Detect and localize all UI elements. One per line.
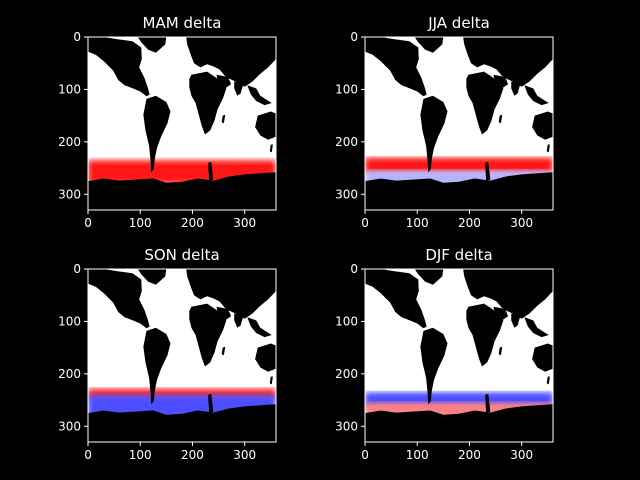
x-tick-label: 100 [406, 216, 429, 230]
y-tick-label: 300 [58, 187, 81, 201]
anomaly-band-southern-ocean-red [88, 388, 276, 401]
x-tick-label: 0 [84, 216, 92, 230]
axes: 0 100 200 300 0 100 200 300 [335, 262, 554, 462]
heatmap-area [88, 37, 276, 210]
x-tick-label: 200 [458, 216, 481, 230]
y-tick-label: 200 [335, 367, 358, 381]
panel-mam: MAM delta 0 100 200 300 0 100 200 300 [58, 14, 277, 230]
panel-title: MAM delta [143, 14, 222, 32]
y-tick-label: 300 [335, 419, 358, 433]
panel-title: DJF delta [425, 246, 492, 264]
x-tick-label: 100 [129, 448, 152, 462]
y-tick-label: 0 [73, 262, 81, 276]
panel-title: JJA delta [427, 14, 490, 32]
panel-son: SON delta 0 100 200 300 0 100 200 300 [58, 246, 277, 462]
plot-frame [364, 36, 554, 211]
y-tick-label: 200 [58, 135, 81, 149]
heatmap-area [365, 269, 553, 442]
x-tick-label: 300 [510, 216, 533, 230]
plot-frame [87, 36, 277, 211]
y-tick-label: 200 [58, 367, 81, 381]
x-tick-label: 200 [181, 448, 204, 462]
axes: 0 100 200 300 0 100 200 300 [58, 262, 277, 462]
panel-jja: JJA delta 0 100 200 300 0 100 200 300 [335, 14, 554, 230]
plot-frame [364, 268, 554, 443]
x-tick-label: 300 [233, 448, 256, 462]
y-tick-label: 300 [335, 187, 358, 201]
y-tick-label: 300 [58, 419, 81, 433]
y-tick-label: 100 [58, 82, 81, 96]
x-tick-label: 0 [361, 448, 369, 462]
y-tick-label: 0 [350, 30, 358, 44]
x-tick-label: 300 [510, 448, 533, 462]
x-tick-label: 100 [406, 448, 429, 462]
y-tick-label: 200 [335, 135, 358, 149]
y-tick-label: 0 [350, 262, 358, 276]
anomaly-band-southern-ocean-red [365, 157, 553, 174]
axes: 0 100 200 300 0 100 200 300 [335, 30, 554, 230]
x-tick-label: 100 [129, 216, 152, 230]
panel-djf: DJF delta 0 100 200 300 0 100 200 300 [335, 246, 554, 462]
y-tick-label: 0 [73, 30, 81, 44]
heatmap-area [365, 37, 553, 210]
heatmap-area [88, 269, 276, 442]
x-tick-label: 200 [458, 448, 481, 462]
y-tick-label: 100 [335, 82, 358, 96]
x-tick-label: 200 [181, 216, 204, 230]
y-tick-label: 100 [58, 314, 81, 328]
x-tick-label: 0 [84, 448, 92, 462]
x-tick-label: 300 [233, 216, 256, 230]
axes: 0 100 200 300 0 100 200 300 [58, 30, 277, 230]
panel-title: SON delta [144, 246, 219, 264]
y-tick-label: 100 [335, 314, 358, 328]
plot-frame [87, 268, 277, 443]
x-tick-label: 0 [361, 216, 369, 230]
